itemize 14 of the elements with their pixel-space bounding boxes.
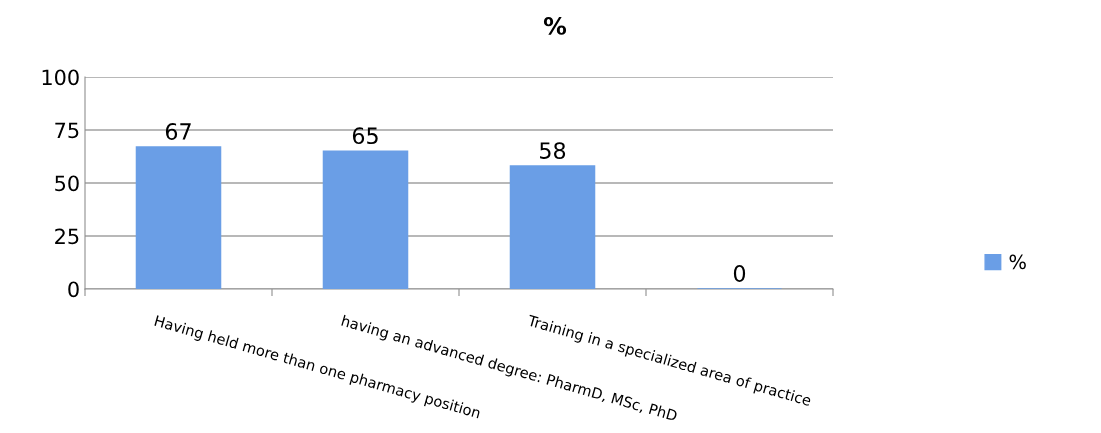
- y-tick-label: 0: [68, 281, 79, 298]
- bar: [509, 165, 596, 289]
- data-label: 65: [352, 127, 378, 145]
- y-tick-label: 50: [55, 175, 79, 192]
- bar: [135, 146, 222, 289]
- data-label: 58: [540, 142, 566, 159]
- y-tick-label: 25: [55, 228, 79, 245]
- chart-title: %: [543, 16, 567, 35]
- y-tick-label: 75: [55, 122, 79, 139]
- y-tick-label: 100: [42, 69, 79, 86]
- bar: [322, 150, 409, 289]
- data-label: 0: [733, 265, 746, 282]
- legend-label: %: [1009, 254, 1026, 270]
- data-label: 67: [165, 123, 191, 140]
